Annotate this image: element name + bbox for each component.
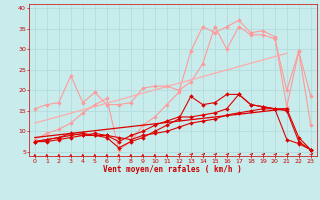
X-axis label: Vent moyen/en rafales ( km/h ): Vent moyen/en rafales ( km/h ) [103, 165, 242, 174]
